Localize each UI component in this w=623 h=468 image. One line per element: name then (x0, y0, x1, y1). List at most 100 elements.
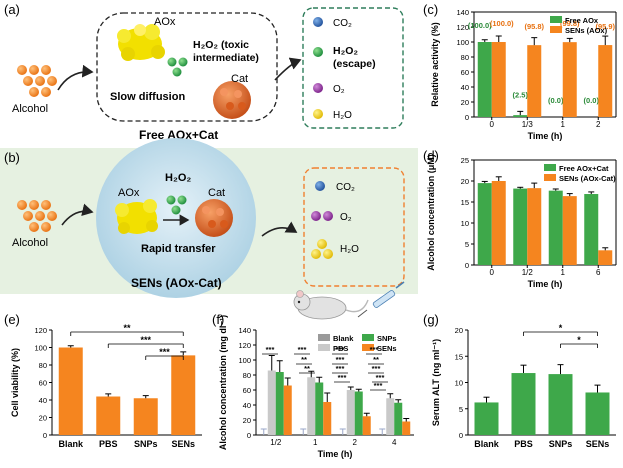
sen-nanocapsule (96, 138, 256, 298)
o2-icon (311, 211, 333, 221)
y-tick-label: 0 (465, 261, 469, 270)
bar-pbs (307, 377, 316, 435)
significance-label: ** (304, 364, 310, 373)
slow-diffusion-label: Slow diffusion (110, 91, 185, 103)
bar-free-aox-cat (477, 183, 492, 265)
significance-label: *** (140, 335, 151, 345)
bar-snps (275, 372, 284, 435)
x-tick-label: SENs (171, 439, 195, 449)
data-label: (95.9) (595, 22, 615, 31)
y-tick-label: 0 (459, 431, 463, 440)
bar-blank (474, 402, 499, 435)
product-co2: CO₂ (333, 18, 352, 29)
h2o2-icon (313, 47, 323, 57)
syringe-icon (357, 281, 405, 318)
products-box-a (302, 7, 404, 129)
data-label: (100.0) (468, 21, 492, 30)
o2-icon (313, 83, 323, 93)
bar-sens (323, 402, 332, 435)
bar-free-aox-cat (548, 190, 563, 265)
chart-g: 0 5 10 15 20 Serum ALT (ng ml⁻¹) (g) Blank PBS SN… (423, 312, 616, 449)
bar-sens-aox- (598, 45, 613, 118)
bar-pbs (346, 390, 355, 435)
panel-a-caption: Free AOx+Cat (139, 128, 218, 142)
cat-label: Cat (231, 73, 248, 85)
y-tick-label: 120 (34, 326, 47, 335)
panel-label: (f) (212, 312, 224, 327)
significance-label: *** (336, 355, 345, 364)
x-tick-label: SNPs (134, 439, 158, 449)
x-tick-label: 1/2 (270, 438, 282, 447)
mouse-icon (293, 290, 369, 320)
h2o2-molecules-icon (167, 57, 188, 77)
x-tick-label: 2 (353, 438, 358, 447)
y-tick-label: 100 (456, 38, 469, 47)
bar-free-aox (477, 42, 492, 117)
alcohol-label: Alcohol (12, 103, 48, 115)
x-tick-label: 6 (596, 268, 601, 277)
arrow-icon (261, 221, 298, 237)
y-axis-label: Cell viability (%) (10, 348, 20, 417)
product-h2o: H₂O (340, 244, 359, 255)
y-axis-label: Alcohol concentration (mg dl⁻¹) (218, 315, 228, 450)
bar-sens-aox- (562, 42, 577, 117)
x-tick-label: 1 (561, 268, 566, 277)
y-tick-label: 15 (455, 352, 463, 361)
x-tick-label: 4 (392, 438, 397, 447)
bar-sens-aox-cat- (491, 181, 506, 265)
bar-snps (548, 374, 573, 435)
legend-swatch (550, 26, 562, 33)
x-tick-label: 0 (490, 268, 495, 277)
y-tick-label: 20 (39, 414, 47, 423)
legend-label: Free AOx (565, 16, 599, 25)
legend-swatch (362, 334, 374, 341)
bar-snps (394, 402, 403, 435)
products-box-b (303, 167, 405, 287)
alcohol-label: Alcohol (12, 237, 48, 249)
product-h2o2: H₂O₂ (333, 45, 358, 57)
y-tick-label: 140 (238, 326, 251, 335)
x-tick-label: 1 (561, 120, 566, 129)
legend-label: PBS (333, 344, 348, 353)
y-tick-label: 20 (461, 98, 469, 107)
y-tick-label: 20 (243, 416, 251, 425)
x-tick-label: PBS (99, 439, 118, 449)
significance-label: *** (266, 345, 275, 354)
product-o2: O₂ (340, 212, 352, 223)
x-tick-label: 1/2 (522, 268, 534, 277)
significance-label: *** (338, 373, 347, 382)
chart-f: 0 20 40 60 80 100 120 140 Alcohol concentration … (212, 312, 414, 459)
arrow-icon (274, 57, 302, 81)
panel-a-label: (a) (4, 2, 20, 17)
legend-swatch (362, 344, 374, 351)
aox-enzyme-icon (117, 24, 165, 61)
panel-label: (d) (423, 148, 439, 163)
alcohol-molecules-icon (17, 200, 57, 232)
legend-label: SENs (AOx) (565, 26, 608, 35)
x-tick-label: 1/3 (522, 120, 534, 129)
bar-sens (171, 355, 196, 435)
arrow-icon (57, 64, 94, 91)
bar-snps (315, 382, 324, 435)
significance-label: *** (336, 364, 345, 373)
x-tick-label: SNPs (549, 439, 573, 449)
arrow-icon (61, 203, 94, 226)
data-label: (2.5) (513, 90, 529, 99)
y-axis-label: Serum ALT (ng ml⁻¹) (431, 339, 441, 426)
y-tick-label: 10 (455, 379, 463, 388)
legend-label: Free AOx+Cat (559, 164, 609, 173)
y-tick-label: 15 (461, 198, 469, 207)
x-tick-label: SENs (586, 439, 610, 449)
data-label: (95.8) (524, 22, 544, 31)
bar-sens-aox-cat- (527, 188, 542, 265)
y-tick-label: 100 (238, 356, 251, 365)
y-tick-label: 40 (39, 396, 47, 405)
y-tick-label: 20 (455, 326, 463, 335)
bar-sens-aox-cat- (598, 250, 613, 265)
free-enzyme-box (96, 12, 278, 122)
product-co2: CO₂ (336, 182, 355, 193)
y-tick-label: 25 (461, 156, 469, 165)
y-tick-label: 60 (39, 379, 47, 388)
panel-label: (c) (423, 2, 438, 17)
